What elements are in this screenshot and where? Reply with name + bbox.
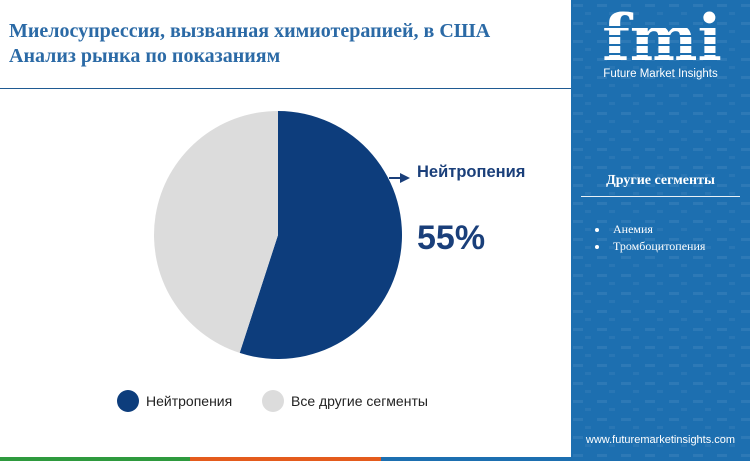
bullet-icon <box>595 228 599 232</box>
website-link[interactable]: www.futuremarketinsights.com <box>585 434 736 446</box>
list-item-label: Тромбоцитопения <box>613 239 706 253</box>
callout-value: 55% <box>417 219 486 257</box>
title-line-1: Миелосупрессия, вызванная химиотерапией,… <box>9 20 491 42</box>
brand-tagline: Future Market Insights <box>603 68 718 80</box>
fmi-logo: fmi <box>595 6 730 68</box>
bottom-bar-orange <box>190 457 381 461</box>
page-title: Миелосупрессия, вызванная химиотерапией,… <box>9 19 569 69</box>
title-divider <box>0 88 571 89</box>
pie-slice-0 <box>239 111 403 360</box>
sidebar-panel: fmi Future Market Insights Другие сегмен… <box>571 0 750 461</box>
other-segments-heading: Другие сегменты <box>606 173 715 188</box>
legend-item-other: Все другие сегменты <box>262 390 428 412</box>
sidebar-pattern <box>571 0 750 461</box>
bottom-color-bar <box>0 457 571 461</box>
legend-swatch-other <box>262 390 284 412</box>
panel-divider <box>581 196 740 197</box>
list-item-label: Анемия <box>613 222 653 236</box>
legend-label-neutropenia: Нейтропения <box>146 393 233 409</box>
bullet-icon <box>595 245 599 249</box>
callout-label: Нейтропения <box>417 163 526 181</box>
pie-slice-1 <box>154 111 278 353</box>
bottom-bar-green <box>0 457 191 461</box>
legend-item-neutropenia: Нейтропения <box>117 390 232 412</box>
bottom-bar-blue <box>380 457 571 461</box>
legend-swatch-neutropenia <box>117 390 139 412</box>
legend-label-other: Все другие сегменты <box>291 393 428 409</box>
chart-legend: Нейтропения Все другие сегменты <box>0 390 571 412</box>
list-item-thrombocytopenia: Тромбоцитопения <box>571 238 750 255</box>
other-segments-list: Анемия Тромбоцитопения <box>571 221 750 255</box>
pie-chart <box>154 111 410 360</box>
callout-arrow <box>389 173 410 183</box>
list-item-anemia: Анемия <box>571 221 750 238</box>
title-line-2: Анализ рынка по показаниям <box>9 45 281 67</box>
